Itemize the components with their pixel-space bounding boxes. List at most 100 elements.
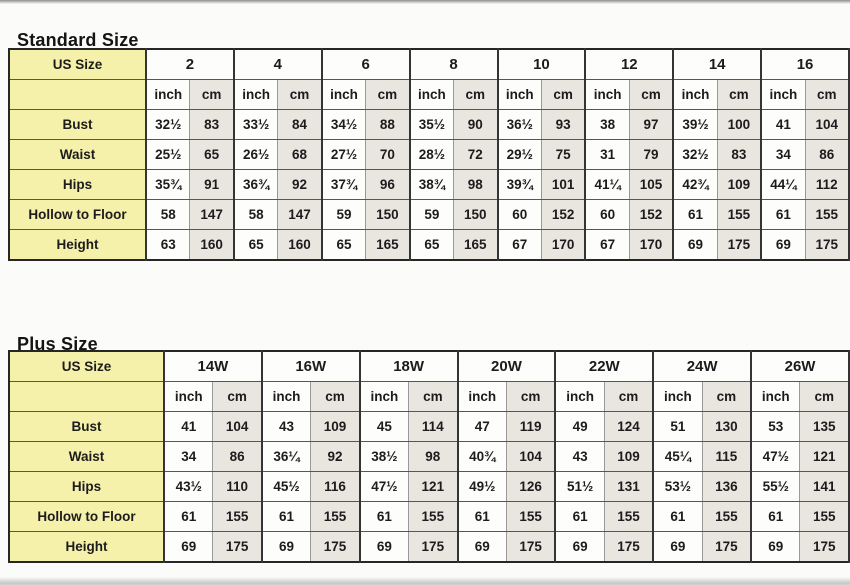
measurement-cell: 53 (750, 411, 801, 442)
inch-header-cell: inch (554, 381, 605, 412)
measurement-cell: 39¾ (497, 169, 542, 200)
cm-header-cell: cm (701, 381, 753, 412)
measurement-cell: 68 (277, 139, 323, 170)
measurement-cell: 83 (716, 139, 763, 170)
measurement-cell: 97 (628, 109, 675, 140)
inch-header-cell: inch (321, 79, 367, 110)
measurement-cell: 84 (277, 109, 323, 140)
measurement-cell: 27½ (321, 139, 367, 170)
size-header-cell: 16W (261, 350, 361, 382)
measurement-cell: 61 (750, 501, 801, 532)
measurement-cell: 79 (628, 139, 675, 170)
cm-header-cell: cm (310, 381, 361, 412)
measurement-cell: 112 (804, 169, 850, 200)
cm-header-cell: cm (804, 79, 850, 110)
plus-size-table: US Size 14W 16W 18W 20W 22W 24W 26W inch cm inch cm… (8, 350, 850, 563)
measurement-cell: 155 (701, 501, 753, 532)
measurement-cell: 61 (652, 501, 703, 532)
measurement-cell: 61 (760, 199, 806, 230)
measurement-cell: 60 (584, 199, 630, 230)
size-header-cell: 26W (750, 350, 850, 382)
measurement-cell: 38½ (359, 441, 410, 472)
measurement-cell: 35½ (409, 109, 455, 140)
size-header-cell: 18W (359, 350, 459, 382)
row-label-cell: Waist (8, 139, 147, 170)
measurement-cell: 43 (261, 411, 312, 442)
measurement-cell: 47½ (359, 471, 410, 502)
size-header-row: US Size 2 4 6 8 10 12 14 16 (8, 48, 850, 80)
measurement-cell: 32½ (672, 139, 718, 170)
measurement-cell: 58 (145, 199, 191, 230)
inch-header-cell: inch (584, 79, 630, 110)
size-header-cell: 4 (233, 48, 323, 80)
inch-header-cell: inch (672, 79, 718, 110)
measurement-cell: 38 (584, 109, 630, 140)
row-label-cell: Hips (8, 471, 165, 502)
blank-label-cell (8, 79, 147, 110)
measurement-cell: 126 (505, 471, 557, 502)
measurement-cell: 175 (701, 531, 753, 563)
measurement-cell: 65 (189, 139, 235, 170)
measurement-cell: 69 (750, 531, 801, 563)
measurement-cell: 60 (497, 199, 542, 230)
measurement-cell: 69 (760, 229, 806, 261)
measurement-cell: 61 (163, 501, 214, 532)
measurement-cell: 170 (628, 229, 675, 261)
measurement-cell: 160 (189, 229, 235, 261)
size-header-cell: 2 (145, 48, 235, 80)
measurement-cell: 36¼ (261, 441, 312, 472)
size-header-cell: 24W (652, 350, 753, 382)
measurement-cell: 69 (554, 531, 605, 563)
bottom-edge-artifact (0, 577, 850, 586)
cm-header-cell: cm (603, 381, 655, 412)
inch-header-cell: inch (497, 79, 542, 110)
measurement-row: Hips 35¾ 91 36¾ 92 37¾ 96 38¾ 98 39¾ 101 41¼ 105 42¾ 1… (8, 169, 850, 200)
measurement-cell: 101 (540, 169, 587, 200)
measurement-row: Waist 25½ 65 26½ 68 27½ 70 28½ 72 29½ 75 31 79 32½ 83 3… (8, 139, 850, 170)
measurement-cell: 55½ (750, 471, 801, 502)
cm-header-cell: cm (453, 79, 499, 110)
measurement-cell: 141 (799, 471, 850, 502)
measurement-cell: 109 (603, 441, 655, 472)
measurement-cell: 155 (212, 501, 263, 532)
measurement-cell: 92 (277, 169, 323, 200)
cm-header-cell: cm (365, 79, 411, 110)
measurement-row: Hollow to Floor 61 155 61 155 61 155 61 155 61 155… (8, 501, 850, 532)
cm-header-cell: cm (540, 79, 587, 110)
measurement-cell: 93 (540, 109, 587, 140)
measurement-cell: 69 (652, 531, 703, 563)
measurement-cell: 147 (189, 199, 235, 230)
measurement-cell: 67 (497, 229, 542, 261)
cm-header-cell: cm (408, 381, 459, 412)
measurement-cell: 69 (163, 531, 214, 563)
measurement-cell: 175 (212, 531, 263, 563)
unit-header-row: inch cm inch cm inch cm inch cm inch cm inch cm inch… (8, 79, 850, 110)
measurement-cell: 105 (628, 169, 675, 200)
measurement-row: Waist 34 86 36¼ 92 38½ 98 40¾ 104 43 109 45¼ 115 47½ 1… (8, 441, 850, 472)
measurement-cell: 152 (540, 199, 587, 230)
measurement-cell: 47½ (750, 441, 801, 472)
measurement-row: Bust 32½ 83 33½ 84 34½ 88 35½ 90 36½ 93 38 97 39½ 100 4… (8, 109, 850, 140)
measurement-cell: 41 (760, 109, 806, 140)
measurement-cell: 61 (554, 501, 605, 532)
measurement-cell: 130 (701, 411, 753, 442)
measurement-cell: 131 (603, 471, 655, 502)
measurement-cell: 41 (163, 411, 214, 442)
measurement-cell: 152 (628, 199, 675, 230)
measurement-cell: 155 (505, 501, 557, 532)
measurement-cell: 67 (584, 229, 630, 261)
measurement-cell: 155 (310, 501, 361, 532)
inch-header-cell: inch (457, 381, 507, 412)
measurement-cell: 104 (212, 411, 263, 442)
measurement-cell: 114 (408, 411, 459, 442)
measurement-cell: 61 (457, 501, 507, 532)
inch-header-cell: inch (359, 381, 410, 412)
measurement-cell: 65 (409, 229, 455, 261)
measurement-cell: 96 (365, 169, 411, 200)
measurement-cell: 91 (189, 169, 235, 200)
measurement-cell: 155 (603, 501, 655, 532)
measurement-cell: 109 (716, 169, 763, 200)
measurement-cell: 59 (409, 199, 455, 230)
measurement-cell: 175 (310, 531, 361, 563)
measurement-cell: 175 (505, 531, 557, 563)
